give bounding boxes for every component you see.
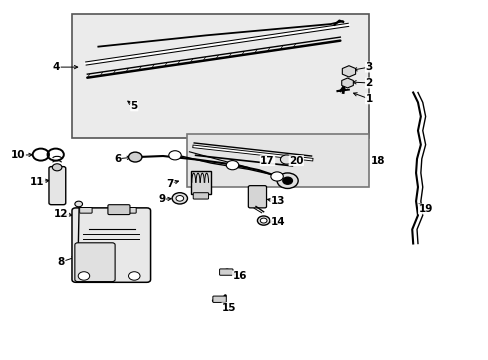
Text: 12: 12 — [54, 208, 68, 219]
Text: 19: 19 — [418, 204, 432, 214]
Circle shape — [128, 272, 140, 280]
Text: 9: 9 — [158, 194, 165, 204]
FancyBboxPatch shape — [49, 167, 65, 205]
FancyBboxPatch shape — [75, 243, 115, 282]
Text: 17: 17 — [260, 156, 274, 166]
Text: 2: 2 — [365, 78, 372, 88]
FancyBboxPatch shape — [123, 207, 136, 213]
Circle shape — [257, 216, 269, 225]
Circle shape — [277, 173, 298, 189]
Circle shape — [270, 172, 283, 181]
Text: 18: 18 — [370, 156, 384, 166]
Circle shape — [78, 272, 89, 280]
Circle shape — [280, 155, 292, 164]
Text: 1: 1 — [365, 94, 372, 104]
Circle shape — [282, 177, 292, 184]
Text: 15: 15 — [222, 303, 236, 313]
Text: 8: 8 — [58, 257, 65, 267]
Text: 16: 16 — [232, 271, 246, 281]
FancyBboxPatch shape — [248, 186, 266, 208]
Text: 14: 14 — [270, 217, 285, 227]
FancyBboxPatch shape — [193, 193, 208, 199]
Circle shape — [176, 195, 183, 201]
Circle shape — [172, 193, 187, 204]
Text: 5: 5 — [130, 101, 138, 111]
Bar — [186, 134, 368, 187]
Text: 11: 11 — [30, 177, 44, 187]
Text: 4: 4 — [53, 62, 60, 72]
Circle shape — [75, 201, 82, 207]
FancyBboxPatch shape — [108, 205, 130, 215]
Text: 20: 20 — [288, 156, 303, 166]
Polygon shape — [190, 171, 210, 194]
Circle shape — [260, 218, 266, 223]
FancyBboxPatch shape — [219, 269, 232, 275]
FancyBboxPatch shape — [80, 207, 92, 213]
Text: 7: 7 — [166, 179, 174, 189]
Circle shape — [226, 161, 238, 170]
FancyBboxPatch shape — [212, 296, 226, 302]
Text: 10: 10 — [11, 150, 25, 160]
Circle shape — [128, 152, 142, 162]
Circle shape — [52, 164, 62, 171]
FancyBboxPatch shape — [72, 208, 150, 282]
Bar — [72, 14, 368, 138]
Text: 3: 3 — [365, 62, 372, 72]
Circle shape — [168, 151, 181, 160]
Text: 6: 6 — [114, 154, 121, 164]
Text: 13: 13 — [270, 196, 285, 206]
